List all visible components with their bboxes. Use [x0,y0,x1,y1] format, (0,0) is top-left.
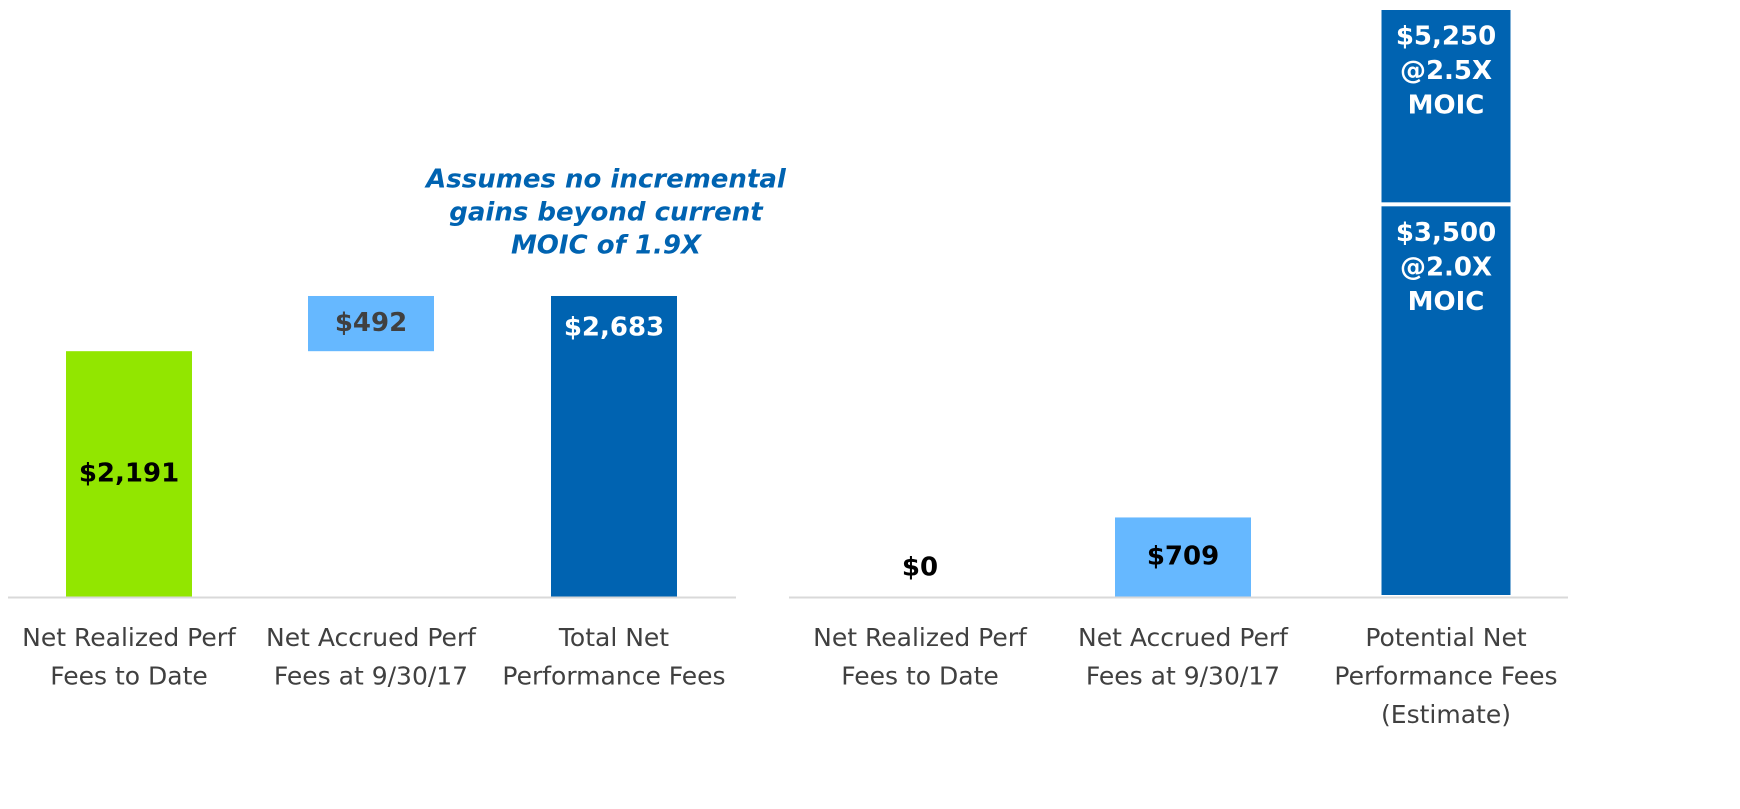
category-label: (Estimate) [1381,700,1511,729]
category-label: Fees at 9/30/17 [274,662,468,691]
bar [1115,517,1251,597]
bar [66,351,192,597]
value-label: $492 [335,308,407,338]
bar [308,295,434,352]
annotation: MOIC of 1.9X [511,231,703,261]
value-label: $3,500 [1396,218,1496,248]
category-label: Net Realized Perf [22,623,237,652]
category-label: Fees to Date [841,662,999,691]
category-label: Net Accrued Perf [1078,623,1289,652]
category-label: Fees to Date [50,662,208,691]
category-label: Performance Fees [502,662,725,691]
category-label: Potential Net [1365,623,1527,652]
category-label: Total Net [558,623,669,652]
value-label: $0 [902,553,938,583]
estimate-note: MOIC [1408,287,1485,317]
annotation: gains beyond current [449,198,764,228]
annotation: Assumes no incremental [424,165,787,195]
category-label: Net Realized Perf [813,623,1028,652]
estimate-note: MOIC [1408,91,1485,121]
estimate-note: @2.5X [1400,56,1492,86]
category-label: Performance Fees [1334,662,1557,691]
category-label: Fees at 9/30/17 [1086,662,1280,691]
bar [551,295,677,597]
value-label: $709 [1147,542,1219,572]
value-label: $2,683 [564,312,664,342]
category-label: Net Accrued Perf [266,623,477,652]
value-label: $5,250 [1396,22,1496,52]
estimate-note: @2.0X [1400,252,1492,282]
value-label: $2,191 [79,459,179,489]
